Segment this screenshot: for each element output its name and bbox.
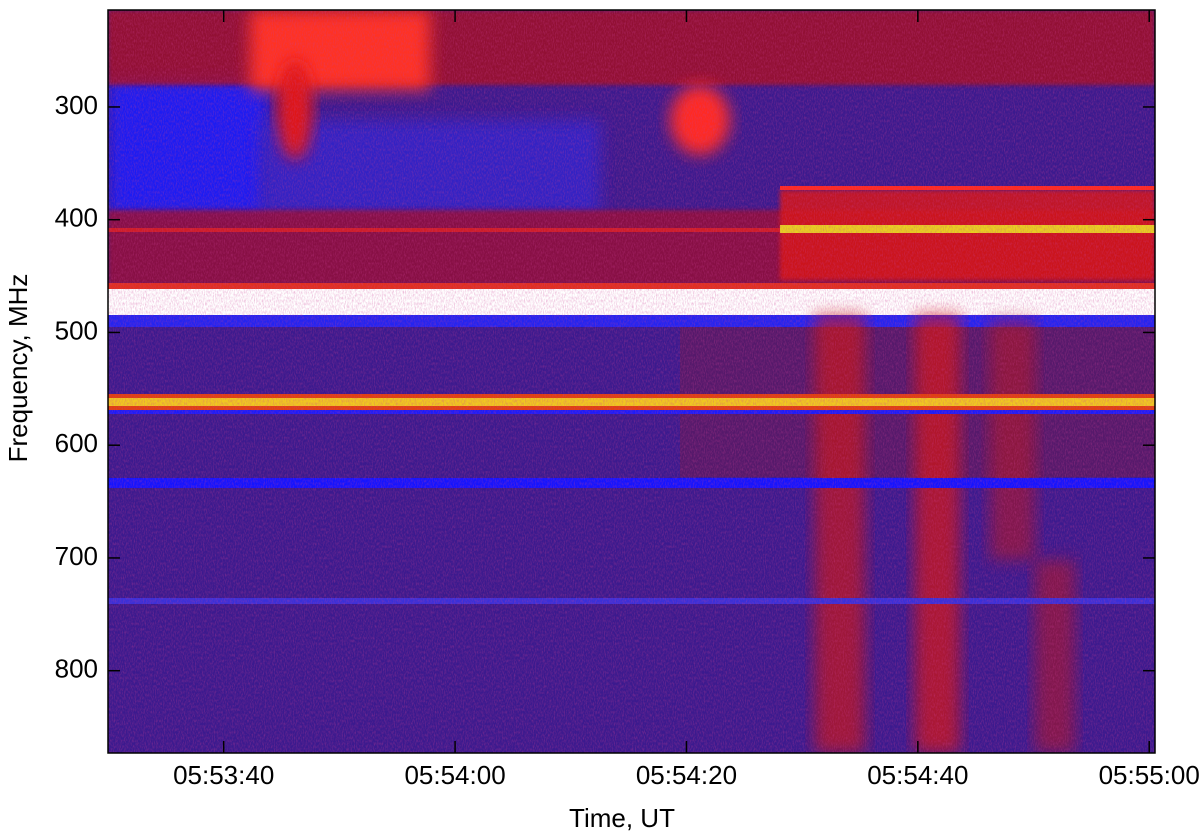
x-tick-label: 05:54:20 (636, 760, 737, 790)
y-tick-label: 400 (55, 203, 98, 233)
y-tick-label: 600 (55, 428, 98, 458)
x-tick-label: 05:55:00 (1099, 760, 1200, 790)
y-tick-label: 500 (55, 315, 98, 345)
x-axis-title: Time, UT (569, 803, 675, 833)
y-axis-title: Frequency, MHz (3, 274, 33, 463)
x-tick-label: 05:53:40 (173, 760, 274, 790)
spectrogram-image (108, 10, 1155, 753)
plot-frame (107, 9, 1156, 754)
y-tick-label: 800 (55, 654, 98, 684)
axes: 05:53:40 05:54:00 05:54:20 05:54:40 05:55:00… (55, 10, 1200, 790)
y-tick-label: 300 (55, 90, 98, 120)
x-tick-label: 05:54:40 (867, 760, 968, 790)
y-tick-label: 700 (55, 541, 98, 571)
x-tick-label: 05:54:00 (404, 760, 505, 790)
